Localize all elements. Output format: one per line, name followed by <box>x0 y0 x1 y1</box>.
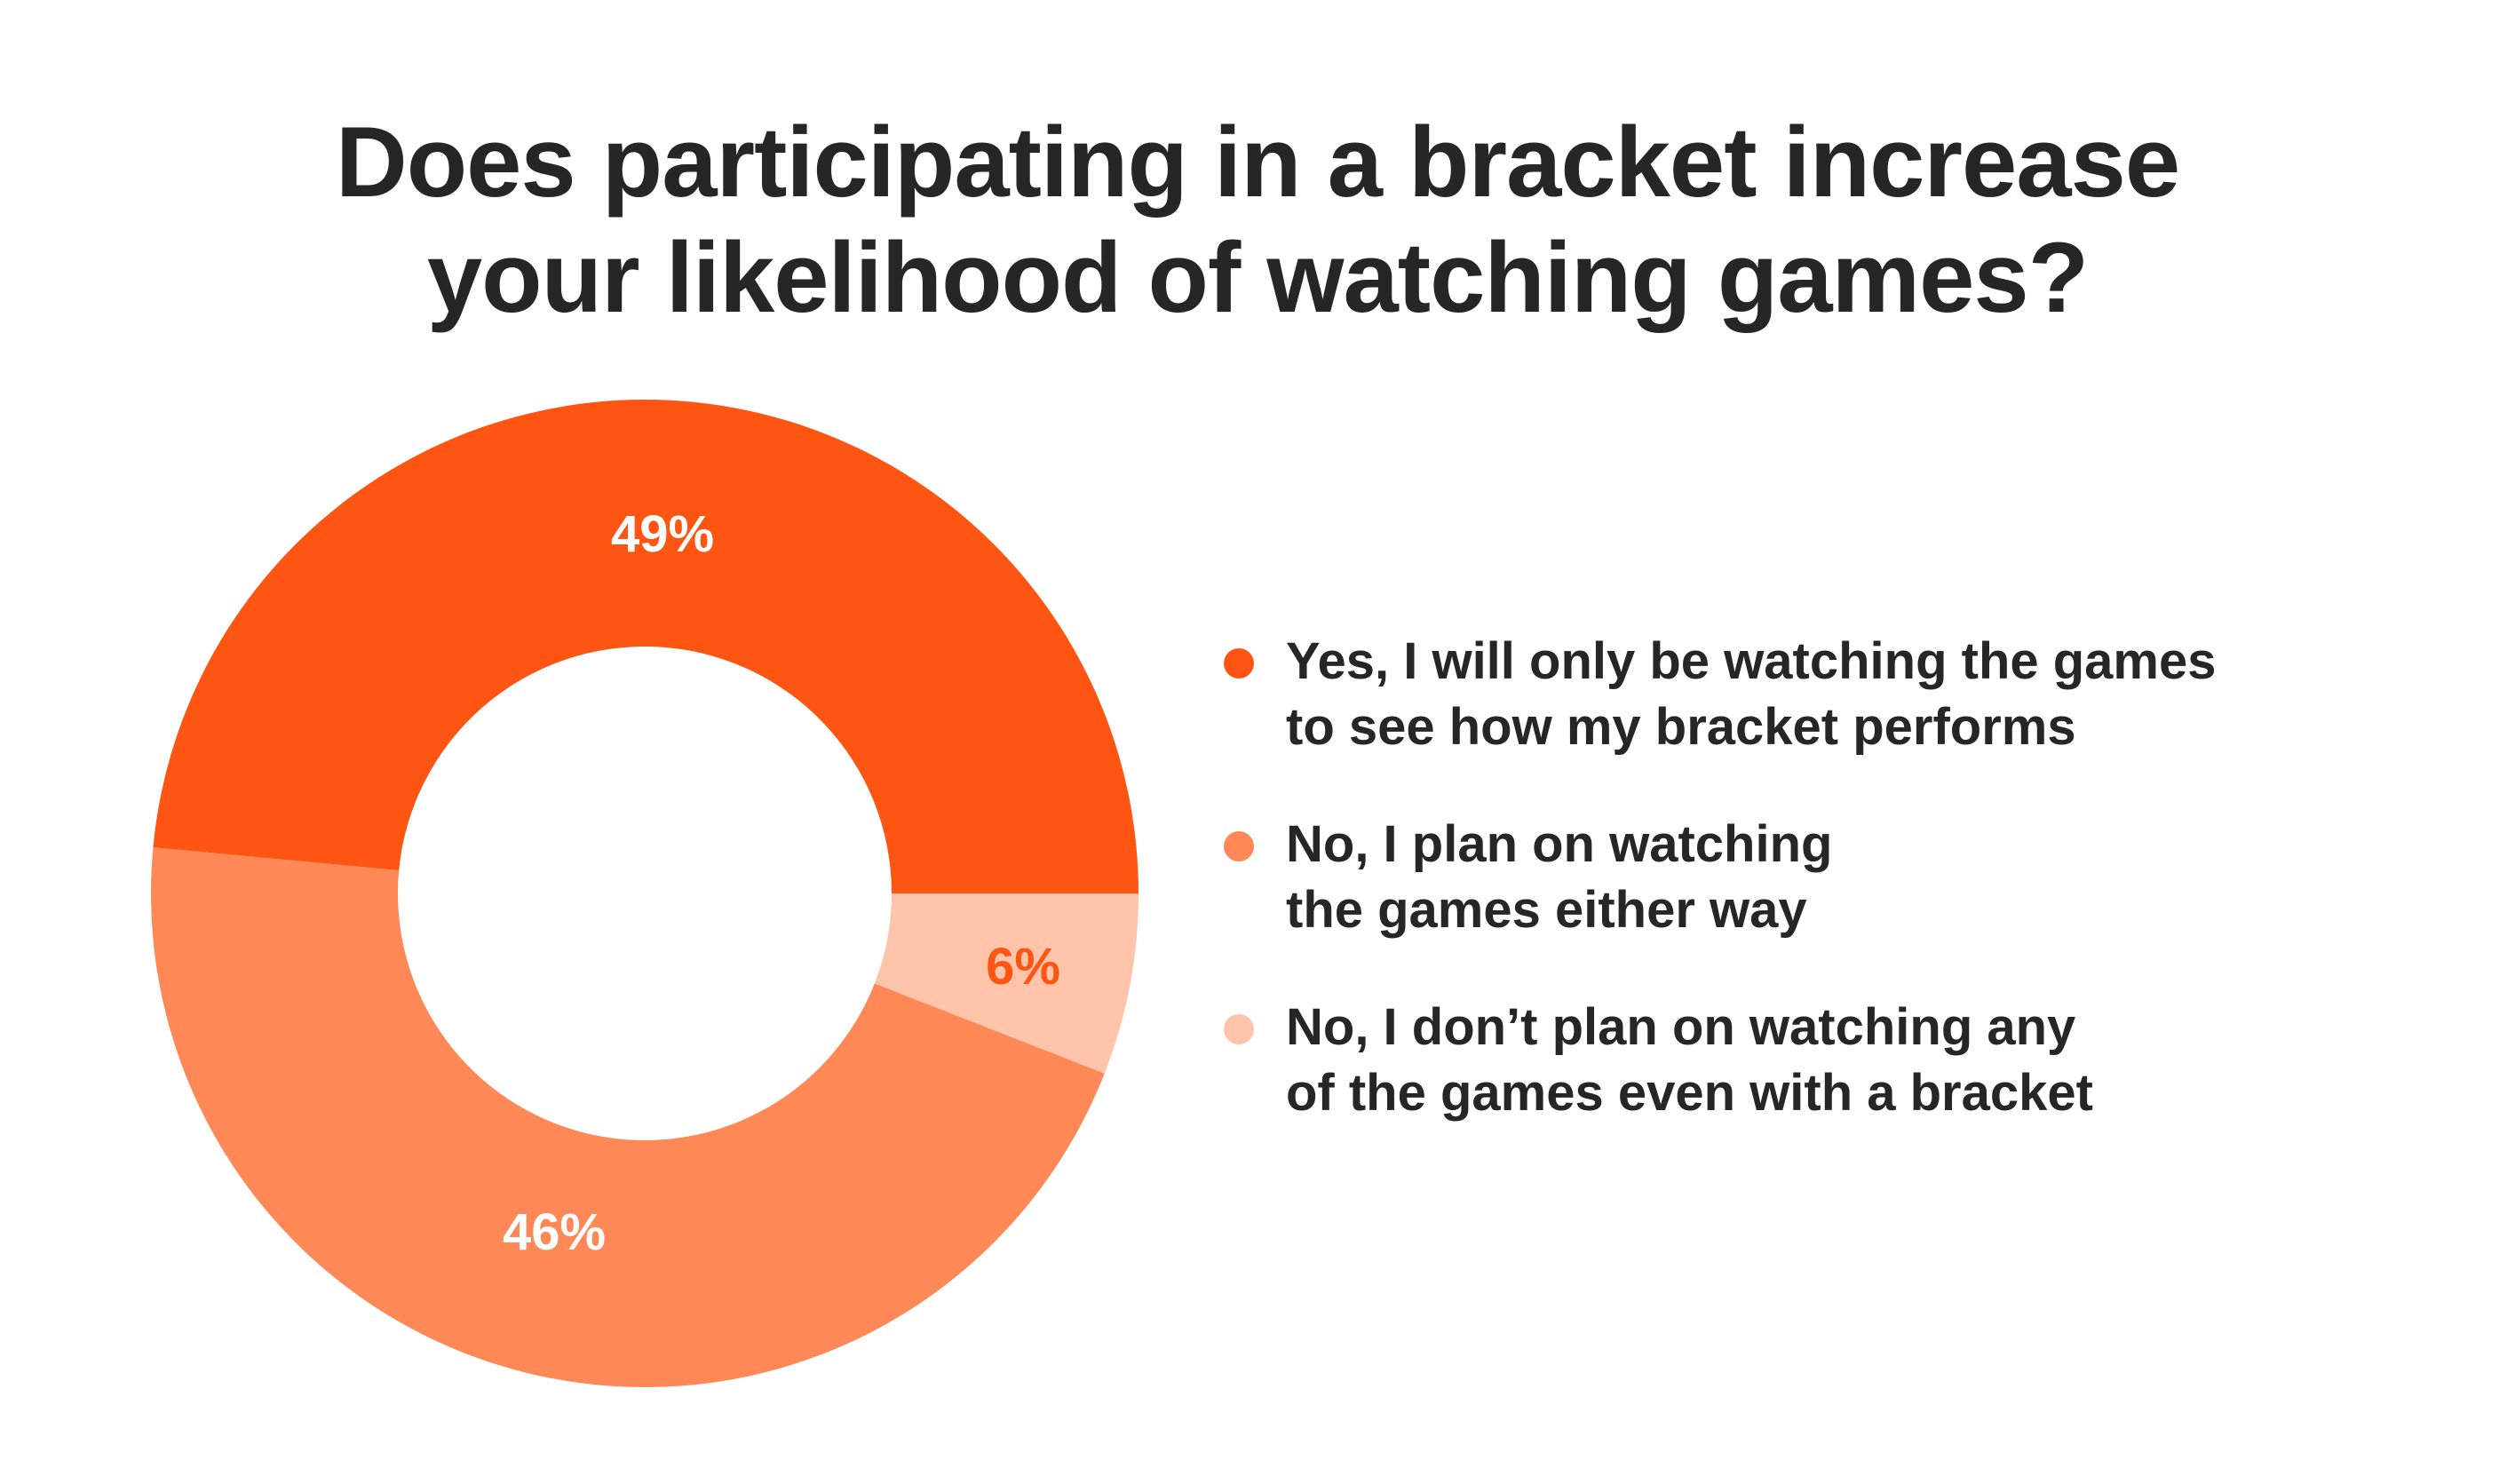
legend-swatch-dot-icon <box>1224 831 1254 861</box>
chart-title-line-2: your likelihood of watching games? <box>426 222 2089 333</box>
slice-no-watch <box>151 847 1105 1387</box>
slice-yes <box>153 400 1139 893</box>
legend-label-line-1: No, I don’t plan on watching any <box>1286 998 2076 1056</box>
slice-label-yes: 49% <box>611 505 714 563</box>
legend-label-line-2: of the games even with a bracket <box>1286 1064 2093 1122</box>
legend-item-no-watch: No, I plan on watching the games either … <box>1224 812 2467 943</box>
legend-label-line-1: Yes, I will only be watching the games <box>1286 632 2217 690</box>
legend-label-line-2: to see how my bracket performs <box>1286 698 2076 756</box>
legend-label-line-2: the games either way <box>1286 881 1807 939</box>
chart-title: Does participating in a bracket increase… <box>0 105 2515 336</box>
legend-label-line-1: No, I plan on watching <box>1286 815 1833 873</box>
chart-title-line-1: Does participating in a bracket increase <box>335 107 2180 218</box>
slice-label-no-not: 6% <box>986 938 1060 996</box>
legend-swatch-dot-icon <box>1224 1014 1254 1044</box>
legend-item-no-not: No, I don’t plan on watching any of the … <box>1224 995 2467 1126</box>
legend-item-yes: Yes, I will only be watching the games t… <box>1224 629 2467 760</box>
slice-label-no-watch: 46% <box>503 1203 606 1261</box>
donut-slices <box>151 400 1139 1387</box>
slice-no-not <box>874 893 1138 1074</box>
legend-swatch-dot-icon <box>1224 648 1254 679</box>
legend: Yes, I will only be watching the games t… <box>1224 629 2467 1178</box>
